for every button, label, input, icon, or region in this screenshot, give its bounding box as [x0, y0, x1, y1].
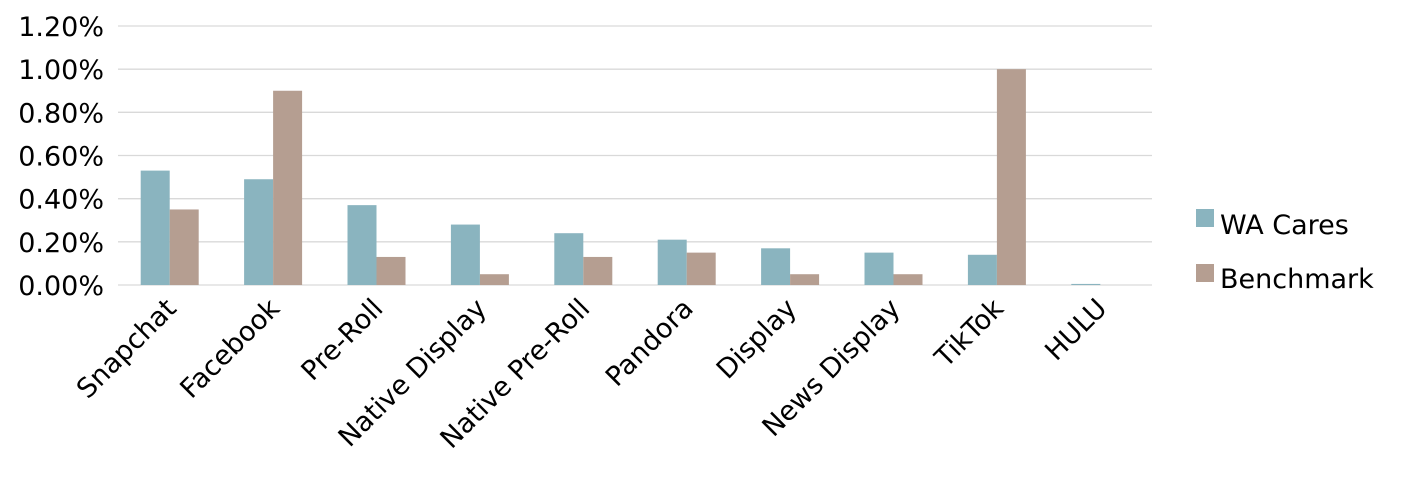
bar-benchmark [376, 256, 406, 285]
bar-benchmark [996, 69, 1026, 286]
bar-wa-cares [244, 179, 274, 285]
bar-wa-cares [657, 239, 687, 285]
bar-benchmark [790, 274, 820, 285]
legend-label-wa-cares: WA Cares [1220, 210, 1349, 241]
y-tick-label: 1.20% [18, 12, 104, 43]
legend: WA Cares Benchmark [1196, 209, 1374, 295]
x-category-label: Facebook [174, 293, 286, 405]
bar-benchmark [583, 256, 613, 285]
y-axis-tick-labels: 0.00% 0.20% 0.40% 0.60% 0.80% 1.00% 1.20% [18, 12, 104, 302]
x-category-label: Snapchat [71, 293, 183, 405]
legend-swatch-wa-cares [1196, 209, 1214, 227]
bar-wa-cares [554, 233, 584, 285]
bar-wa-cares [1071, 283, 1101, 285]
x-category-label: Pandora [600, 293, 700, 393]
bar-wa-cares [347, 205, 377, 285]
bar-wa-cares [761, 248, 791, 285]
bar-benchmark [169, 209, 199, 285]
bars [140, 69, 1101, 286]
y-tick-label: 0.80% [18, 98, 104, 129]
x-category-label: Pre-Roll [296, 293, 390, 387]
bar-wa-cares [967, 254, 997, 285]
x-category-label: HULU [1039, 293, 1113, 367]
y-tick-label: 0.00% [18, 271, 104, 302]
bar-wa-cares [450, 224, 480, 285]
bar-benchmark [273, 90, 303, 285]
legend-label-benchmark: Benchmark [1220, 264, 1374, 295]
bar-benchmark [479, 274, 509, 285]
bar-benchmark [893, 274, 923, 285]
bar-benchmark [686, 252, 716, 285]
y-tick-label: 0.60% [18, 142, 104, 173]
bar-wa-cares [864, 252, 894, 285]
y-tick-label: 0.40% [18, 185, 104, 216]
legend-swatch-benchmark [1196, 264, 1214, 282]
y-tick-label: 1.00% [18, 55, 104, 86]
bar-wa-cares [140, 170, 170, 285]
y-tick-label: 0.20% [18, 228, 104, 259]
x-category-label: TikTok [929, 293, 1010, 374]
x-category-label: Display [711, 293, 803, 385]
